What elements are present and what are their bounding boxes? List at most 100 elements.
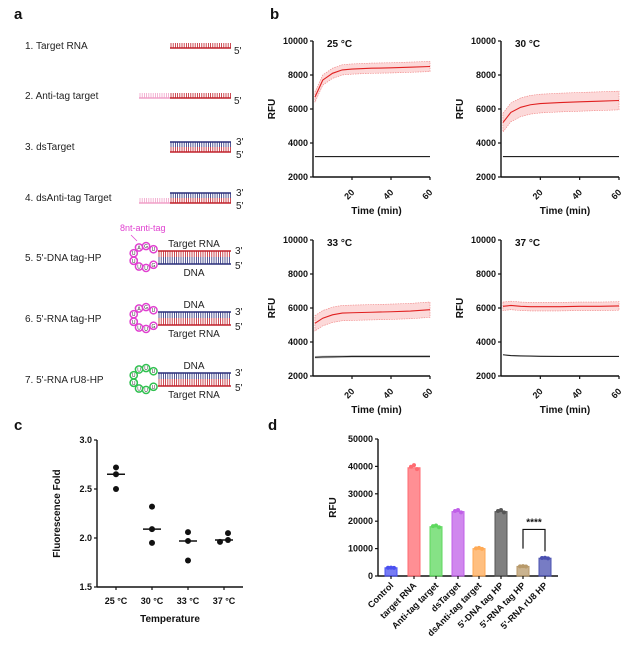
- loop-nucleotide: [134, 262, 144, 271]
- y-tick-label: 8000: [288, 269, 308, 279]
- loop-nucleotide-letter: U: [137, 367, 141, 373]
- y-tick-label: 2000: [288, 371, 308, 381]
- x-tick-label: 30 °C: [141, 596, 164, 606]
- loop-nucleotide: [149, 321, 158, 331]
- bar: [494, 511, 508, 577]
- loop-nucleotide-letter: U: [132, 312, 136, 318]
- data-point: [185, 529, 191, 536]
- bar-replicate-point: [431, 524, 435, 529]
- bottom-strand-label: Target RNA: [168, 390, 220, 401]
- y-tick-label: 10000: [283, 36, 308, 46]
- bar-replicate-point: [543, 555, 547, 560]
- target-mean-line: [502, 99, 620, 123]
- anti-tag-annotation: 8nt-anti-tag: [120, 223, 166, 233]
- loop-nucleotide-letter: U: [137, 387, 141, 393]
- data-point: [113, 464, 119, 471]
- loop-nucleotide-letter: U: [132, 381, 136, 387]
- bar: [407, 467, 421, 577]
- y-tick-label: 4000: [476, 337, 496, 347]
- loop-nucleotide: [149, 382, 158, 392]
- x-tick-label: 25 °C: [105, 596, 128, 606]
- x-tick-label: 40: [570, 187, 584, 201]
- bottom-strand-label: Target RNA: [168, 329, 220, 340]
- panel-label-a: a: [14, 6, 23, 23]
- data-point: [113, 486, 119, 492]
- fold-scatter-panel: 1.5 2.0 2.5 3.0 25 °C 30 °C 33 °C 37 °C Temperat…: [52, 435, 243, 625]
- y-axis-title: RFU: [267, 298, 278, 319]
- y-axis-title: RFU: [455, 298, 466, 319]
- bar-replicate-point: [474, 546, 478, 551]
- y-tick-label: 10000: [471, 235, 496, 245]
- loop-nucleotide: [141, 363, 151, 373]
- y-tick-label: 40000: [348, 461, 373, 471]
- y-tick-label: 10000: [348, 544, 373, 554]
- end-label: 5': [235, 383, 243, 394]
- loop-nucleotide-letter: A: [137, 245, 141, 251]
- x-tick-label: 60: [420, 386, 434, 400]
- loop-nucleotide-letter: U: [144, 366, 148, 372]
- x-axis-title: Time (min): [351, 206, 401, 217]
- loop-nucleotide-letter: U: [132, 320, 136, 326]
- loop-nucleotide: [149, 305, 158, 315]
- x-tick-label: 37 °C: [213, 596, 236, 606]
- target-sd-band: [502, 90, 620, 133]
- bar-replicate-point: [499, 508, 503, 513]
- loop-nucleotide-letter: U: [152, 385, 156, 391]
- y-tick-label: 2000: [476, 172, 496, 182]
- loop-nucleotide: [149, 366, 158, 376]
- loop-nucleotide-letter: G: [144, 305, 148, 311]
- x-tick-label: 20: [531, 187, 545, 201]
- y-tick-label: 4000: [288, 337, 308, 347]
- y-tick-label: 8000: [476, 70, 496, 80]
- bar: [451, 511, 465, 577]
- end-label: 3': [235, 246, 243, 257]
- bar-replicate-point: [480, 546, 484, 551]
- loop-nucleotide: [149, 260, 158, 270]
- construct-label: 3. dsTarget: [25, 142, 75, 153]
- bar-replicate-point: [386, 565, 390, 570]
- kinetics-panel: 2000 4000 6000 8000 10000 20 40 60 Time (min) RFU…: [267, 36, 623, 416]
- construct-label: 5. 5'-DNA tag-HP: [25, 253, 102, 264]
- end-label: 3': [236, 137, 244, 148]
- control-mean-line: [314, 355, 430, 358]
- y-tick-label: 2.5: [79, 484, 92, 494]
- y-tick-label: 50000: [348, 434, 373, 444]
- top-strand-label: DNA: [183, 300, 204, 311]
- significance-bracket: [522, 528, 546, 552]
- x-tick-label: 40: [570, 386, 584, 400]
- x-tick-label: 20: [531, 386, 545, 400]
- y-tick-label: 6000: [476, 303, 496, 313]
- bar: [538, 557, 552, 577]
- bar-replicate-point: [392, 565, 396, 570]
- x-tick-label: 20: [342, 187, 356, 201]
- loop-nucleotide-letter: G: [144, 244, 148, 250]
- loop-nucleotide-letter: U: [132, 373, 136, 379]
- bar-replicate-point: [456, 508, 460, 513]
- diagram-panel: 1. Target RNA 5' 2. Anti-tag target 5' 3. ds…: [25, 41, 244, 401]
- y-tick-label: 3.0: [79, 435, 92, 445]
- loop-nucleotide: [134, 323, 144, 332]
- x-tick-label: 40: [381, 187, 395, 201]
- y-tick-label: 30000: [348, 489, 373, 499]
- y-tick-label: 4000: [288, 138, 308, 148]
- data-point: [185, 557, 191, 564]
- loop-nucleotide-letter: U: [144, 327, 148, 333]
- x-tick-label: 20: [342, 386, 356, 400]
- construct-label: 1. Target RNA: [25, 41, 88, 52]
- loop-nucleotide: [149, 244, 158, 254]
- bottom-strand-label: DNA: [183, 268, 204, 279]
- bar-replicate-point: [540, 556, 544, 561]
- bar: [472, 548, 486, 577]
- bar-replicate-point: [409, 464, 413, 469]
- y-tick-label: 20000: [348, 516, 373, 526]
- y-tick-label: 2.0: [79, 533, 92, 543]
- bar-replicate-point: [546, 556, 550, 561]
- loop-nucleotide-letter: U: [137, 326, 141, 332]
- loop-nucleotide: [129, 256, 139, 266]
- y-tick-label: 6000: [288, 104, 308, 114]
- x-tick-label: 60: [420, 187, 434, 201]
- data-point: [149, 503, 155, 510]
- bar-replicate-point: [453, 508, 457, 513]
- target-mean-line: [314, 309, 431, 324]
